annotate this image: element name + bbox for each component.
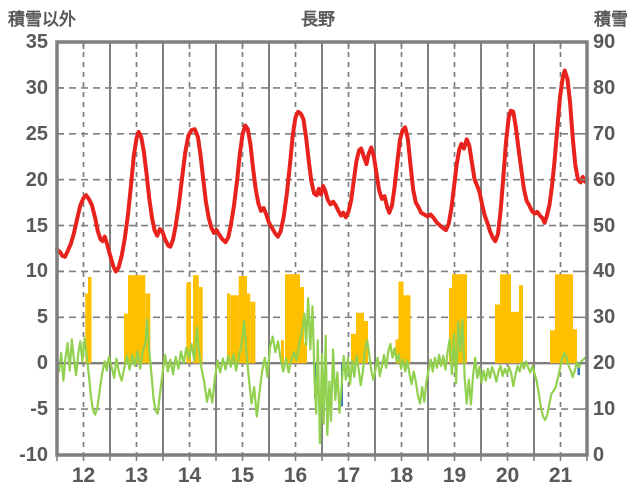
x-tick-label-15: 15 <box>230 464 255 487</box>
x-tick-label-20: 20 <box>495 464 520 487</box>
y-left-tick-label-30: 30 <box>25 76 48 99</box>
y-right-tick-label-50: 50 <box>593 214 616 237</box>
y-right-tick-label-60: 60 <box>593 168 616 191</box>
x-tick-label-19: 19 <box>442 464 467 487</box>
y-left-tick-label-15: 15 <box>25 214 48 237</box>
y-left-tick-label--5: -5 <box>30 398 48 421</box>
left-axis-title: 積雪以外 <box>8 10 76 29</box>
y-right-tick-label-30: 30 <box>593 306 616 329</box>
chart-title: 長野 <box>301 10 335 29</box>
x-tick-label-14: 14 <box>177 464 202 487</box>
y-right-tick-label-0: 0 <box>593 444 605 466</box>
y-right-tick-label-80: 80 <box>593 76 616 99</box>
y-right-tick-label-40: 40 <box>593 260 616 283</box>
orange-snow-bars <box>85 274 577 364</box>
y-right-tick-label-20: 20 <box>593 352 616 375</box>
green-line-series <box>55 297 589 445</box>
y-right-tick-label-90: 90 <box>593 31 616 53</box>
x-tick-label-12: 12 <box>71 464 96 487</box>
y-left-tick-label-5: 5 <box>36 306 48 329</box>
x-tick-label-17: 17 <box>336 464 361 487</box>
y-right-tick-label-10: 10 <box>593 398 616 421</box>
x-tick-label-13: 13 <box>124 464 149 487</box>
x-tick-label-16: 16 <box>283 464 308 487</box>
y-left-tick-label-25: 25 <box>25 122 48 145</box>
y-left-tick-label-10: 10 <box>25 260 48 283</box>
x-tick-label-21: 21 <box>548 464 573 487</box>
red-line-series <box>55 68 589 274</box>
right-axis-title: 積雪 <box>594 10 628 29</box>
y-right-tick-label-70: 70 <box>593 122 616 145</box>
x-tick-label-18: 18 <box>389 464 414 487</box>
plot-border <box>55 40 589 457</box>
y-left-tick-label-0: 0 <box>36 352 48 375</box>
y-left-tick-label-35: 35 <box>25 31 48 53</box>
y-left-tick-label--10: -10 <box>19 444 48 466</box>
y-left-tick-label-20: 20 <box>25 168 48 191</box>
